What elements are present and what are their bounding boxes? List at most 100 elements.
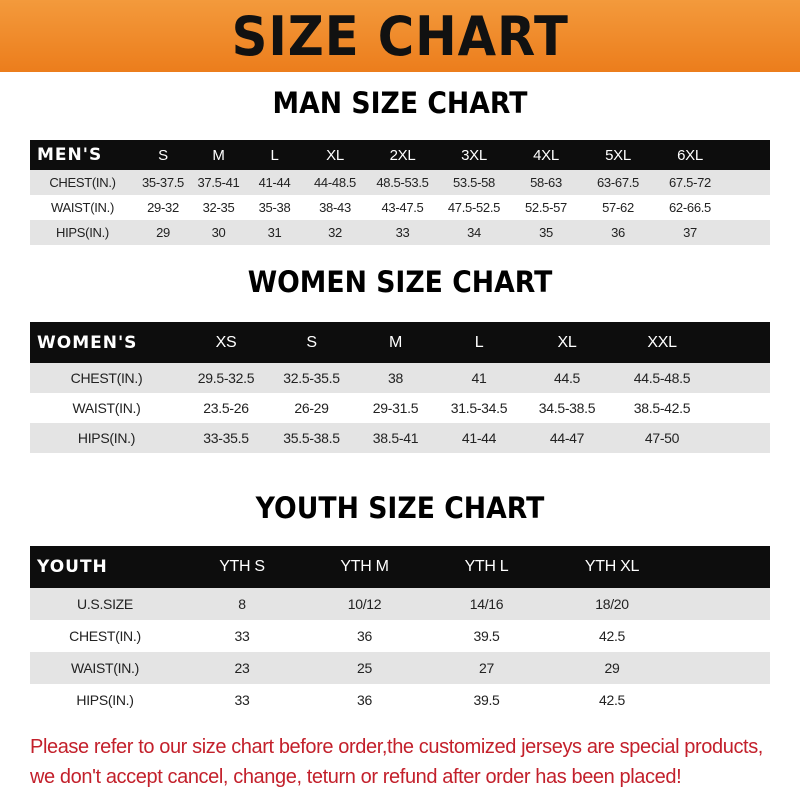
row-label: CHEST(IN.): [49, 175, 116, 190]
header-label: WOMEN'S: [37, 332, 138, 353]
banner: SIZE CHART: [0, 0, 800, 72]
header-size: 5XL: [605, 146, 631, 164]
table-cell: 29-32: [147, 200, 179, 215]
table-cell: 30: [211, 225, 226, 240]
table-cell: 14/16: [469, 596, 504, 612]
header-size: XL: [326, 146, 344, 164]
header-size: YTH M: [340, 558, 389, 575]
table-cell: 41-44: [258, 175, 291, 190]
table-cell: 37.5-41: [197, 175, 240, 190]
table-cell: 18/20: [595, 596, 629, 612]
table-cell: 38-43: [319, 200, 351, 215]
youth-title: YOUTH SIZE CHART: [255, 491, 545, 525]
table-cell: 23.5-26: [203, 400, 249, 416]
table-cell: 63-67.5: [597, 175, 639, 190]
table-cell: 44.5-48.5: [633, 370, 691, 386]
table-cell: 29: [604, 660, 620, 676]
table-cell: 42.5: [598, 628, 626, 644]
table-cell: 32-35: [202, 200, 235, 215]
header-size: L: [474, 333, 484, 351]
table-cell: 35-38: [258, 200, 291, 215]
table-cell: 41: [471, 370, 487, 386]
table-cell: 47-50: [644, 430, 680, 446]
table-cell: 43-47.5: [381, 200, 424, 215]
row-label: WAIST(IN.): [51, 200, 114, 215]
table-cell: 38: [388, 370, 403, 386]
header-size: S: [158, 146, 168, 164]
table-header-row: YOUTH YTH S YTH M YTH L YTH XL: [30, 546, 770, 588]
table-cell: 35-37.5: [142, 175, 184, 190]
table-row: CHEST(IN.) 33 36 39.5 42.5: [30, 620, 770, 652]
table-cell: 44-48.5: [314, 175, 356, 190]
table-cell: 27: [479, 660, 494, 676]
header-size: M: [212, 146, 225, 164]
table-cell: 32: [328, 225, 342, 240]
header-size: M: [388, 333, 403, 351]
table-cell: 36: [357, 692, 372, 708]
table-cell: 32.5-35.5: [283, 370, 340, 386]
men-title: MAN SIZE CHART: [272, 86, 528, 120]
header-size: 4XL: [533, 146, 559, 164]
table-cell: 33: [234, 628, 250, 644]
table-cell: 29.5-32.5: [197, 370, 255, 386]
table-cell: 33-35.5: [203, 430, 249, 446]
table-cell: 37: [683, 225, 697, 240]
table-cell: 42.5: [598, 692, 626, 708]
table-cell: 25: [357, 660, 372, 676]
table-header-row: WOMEN'S XS S M L XL XXL: [30, 322, 770, 363]
table-row: CHEST(IN.) 29.5-32.5 32.5-35.5 38 41 44.5 44.5…: [30, 363, 770, 393]
table-cell: 58-63: [530, 175, 562, 190]
table-cell: 57-62: [602, 200, 634, 215]
table-row: HIPS(IN.) 33 36 39.5 42.5: [30, 684, 770, 716]
header-size: 2XL: [389, 146, 416, 164]
header-size: XS: [215, 333, 237, 351]
row-label: CHEST(IN.): [69, 628, 141, 644]
table-cell: 44.5: [553, 370, 581, 386]
table-cell: 35: [539, 225, 553, 240]
banner-title: SIZE CHART: [231, 4, 569, 68]
table-cell: 52.5-57: [525, 200, 567, 215]
header-size: YTH XL: [584, 558, 640, 575]
header-label: YOUTH: [37, 557, 108, 577]
header-label: MEN'S: [37, 145, 103, 165]
header-size: YTH S: [219, 558, 265, 575]
table-cell: 47.5-52.5: [447, 200, 501, 215]
table-cell: 31: [267, 225, 282, 240]
table-cell: 23: [234, 660, 250, 676]
table-cell: 36: [611, 225, 625, 240]
table-cell: 33: [234, 692, 250, 708]
table-cell: 26-29: [294, 400, 329, 416]
header-size: XXL: [647, 333, 677, 351]
table-cell: 48.5-53.5: [376, 175, 429, 190]
table-cell: 34: [467, 225, 481, 240]
order-note-line-2: we don't accept cancel, change, teturn o…: [30, 766, 682, 788]
table-cell: 44-47: [549, 430, 585, 446]
order-note-line-1: Please refer to our size chart before or…: [30, 736, 763, 758]
row-label: HIPS(IN.): [77, 430, 136, 446]
row-label: CHEST(IN.): [70, 370, 143, 386]
table-cell: 39.5: [473, 628, 500, 644]
table-cell: 41-44: [461, 430, 497, 446]
table-cell: 10/12: [347, 596, 382, 612]
table-row: WAIST(IN.) 23 25 27 29: [30, 652, 770, 684]
table-header-row: MEN'S S M L XL 2XL 3XL 4XL 5XL 6XL: [30, 140, 770, 170]
table-row: CHEST(IN.) 35-37.5 37.5-41 41-44 44-48.5 48.5…: [30, 170, 770, 195]
header-size: S: [306, 333, 317, 351]
row-label: U.S.SIZE: [77, 596, 133, 612]
table-cell: 53.5-58: [453, 175, 495, 190]
table-cell: 35.5-38.5: [283, 430, 340, 446]
women-title: WOMEN SIZE CHART: [247, 265, 553, 299]
row-label: WAIST(IN.): [70, 660, 140, 676]
men-size-table: MEN'S S M L XL 2XL 3XL 4XL 5XL 6XL CHEST(IN.) 35-37…: [30, 140, 770, 245]
table-cell: 31.5-34.5: [450, 400, 508, 416]
table-row: HIPS(IN.) 33-35.5 35.5-38.5 38.5-41 41-44 44-…: [30, 423, 770, 453]
women-size-table: WOMEN'S XS S M L XL XXL CHEST(IN.) 29.5-32.5 32.5…: [30, 322, 770, 453]
table-row: U.S.SIZE 8 10/12 14/16 18/20: [30, 588, 770, 620]
table-cell: 34.5-38.5: [538, 400, 596, 416]
header-size: XL: [557, 333, 577, 351]
header-size: 3XL: [461, 146, 487, 164]
table-cell: 38.5-42.5: [633, 400, 691, 416]
header-size: 6XL: [677, 146, 703, 164]
table-cell: 62-66.5: [669, 200, 711, 215]
table-cell: 67.5-72: [669, 175, 711, 190]
